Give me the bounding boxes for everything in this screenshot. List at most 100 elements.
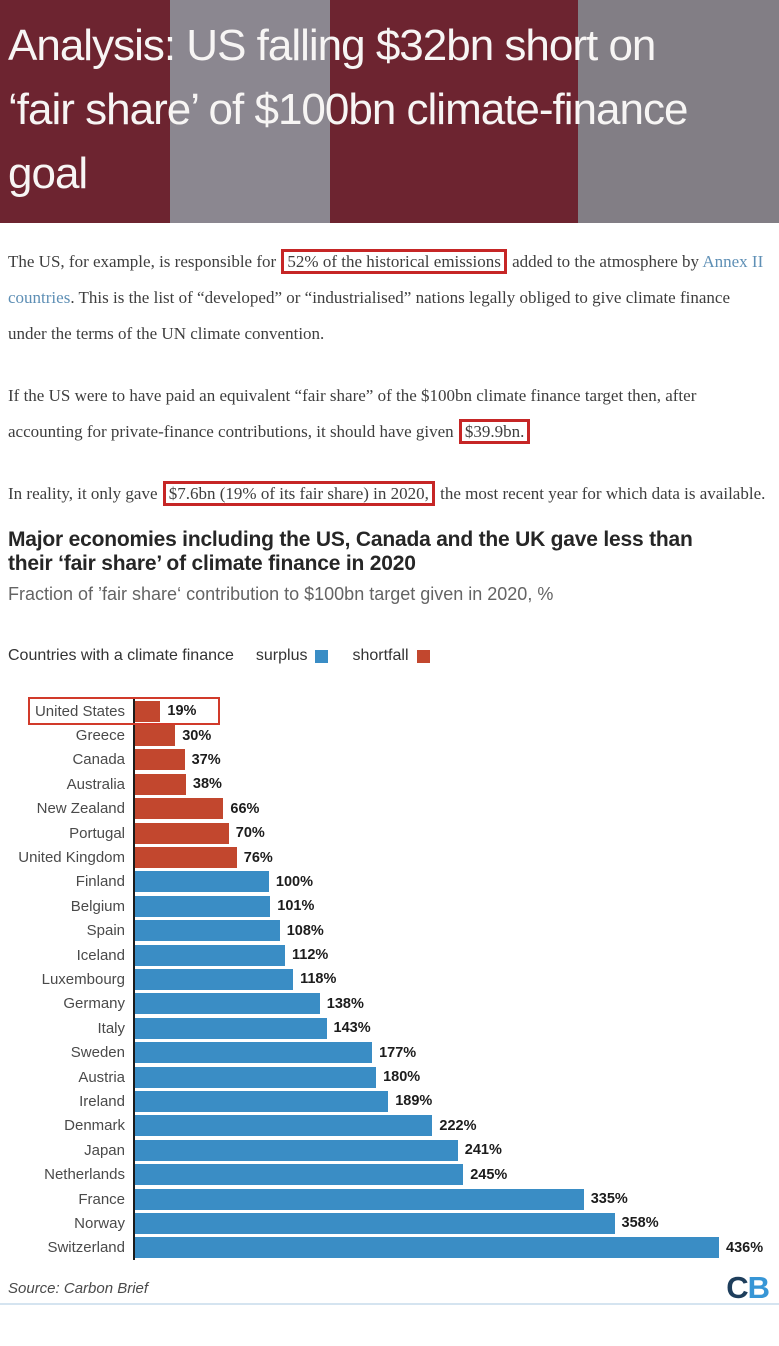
chart-row: Germany 138% [8, 992, 771, 1016]
chart-row: United States 19% [8, 697, 771, 725]
bar-surplus [135, 871, 269, 893]
bar-surplus [135, 1139, 458, 1161]
bar-value: 118% [300, 971, 337, 988]
carbon-brief-logo: CB [726, 1272, 771, 1303]
bar-surplus [135, 1042, 373, 1064]
annotation-box-emissions: 52% of the historical emissions [281, 249, 507, 274]
bar-label: Iceland [76, 946, 125, 964]
bar-value: 108% [286, 922, 324, 939]
annotation-box-39bn: $39.9bn. [458, 419, 531, 444]
bar-value: 335% [590, 1191, 628, 1207]
bar-value: 38% [192, 776, 222, 793]
chart-rows: United States 19% Greece 30% Canada 37% Austra… [8, 697, 771, 1260]
logo-letter-c: C [726, 1269, 748, 1305]
chart-row: Greece 30% [8, 723, 771, 747]
bar-surplus [135, 1017, 327, 1039]
chart-row: Canada 37% [8, 748, 771, 772]
bar-label: Germany [63, 995, 125, 1013]
bar-shortfall [135, 725, 176, 747]
bar-label: France [78, 1190, 125, 1208]
bar-value: 76% [243, 849, 273, 866]
bar-value: 245% [470, 1166, 508, 1183]
bar-value: 222% [439, 1117, 477, 1134]
bar-shortfall [135, 749, 185, 771]
bar-surplus [135, 1164, 464, 1186]
article-page: Analysis: US falling $32bn short on ‘fair… [0, 0, 779, 1305]
bar-value: 101% [277, 898, 315, 915]
logo-letter-b: B [747, 1269, 770, 1305]
chart-row: Luxembourg 118% [8, 967, 771, 991]
bar-shortfall [135, 847, 237, 869]
article-header: Analysis: US falling $32bn short on ‘fair… [0, 0, 779, 223]
legend-surplus-label: surplus [255, 647, 308, 664]
bar-surplus [135, 1066, 377, 1088]
legend-surplus: surplus [256, 647, 329, 665]
chart-row: Switzerland 436% [8, 1236, 771, 1260]
bar-label: Sweden [70, 1044, 125, 1062]
chart-row: Australia 38% [8, 772, 771, 796]
bar-value: 70% [235, 825, 265, 842]
bar-label: Belgium [70, 897, 125, 915]
bar-value: 180% [383, 1069, 421, 1086]
chart-legend: Countries with a climate finance surplus… [8, 647, 771, 665]
chart-row: Belgium 101% [8, 894, 771, 918]
paragraph-text: In reality, it only gave [8, 484, 162, 503]
bar-value: 66% [230, 800, 260, 817]
climate-finance-chart: Major economies including the US, Canada… [0, 512, 779, 1260]
bar-shortfall [135, 773, 186, 795]
annex-ii-link[interactable]: Annex II countries [8, 252, 764, 307]
bar-label: Japan [84, 1141, 125, 1159]
bar-label: United States [34, 702, 125, 720]
chart-row: Denmark 222% [8, 1114, 771, 1138]
chart-footer: Source: Carbon Brief CB [0, 1272, 779, 1303]
annotation-box-76bn: $7.6bn (19% of its fair share) in 2020, [162, 481, 435, 506]
bar-shortfall [135, 798, 224, 820]
chart-row: Italy 143% [8, 1016, 771, 1040]
chart-title: Major economies including the US, Canada… [8, 528, 693, 575]
article-paragraph-1: The US, for example, is responsible for … [8, 244, 771, 352]
bar-label: New Zealand [36, 800, 125, 818]
bar-surplus [135, 1115, 433, 1137]
legend-shortfall-swatch [416, 649, 430, 663]
bar-shortfall [135, 822, 229, 844]
bar-surplus [135, 1188, 584, 1210]
paragraph-text: . This is the list of “developed” or “in… [8, 288, 730, 343]
bar-surplus [135, 1237, 719, 1259]
chart-row: Ireland 189% [8, 1089, 771, 1113]
article-paragraph-3: In reality, it only gave $7.6bn (19% of … [8, 476, 771, 512]
chart-subtitle: Fraction of ’fair share‘ contribution to… [8, 584, 554, 604]
bar-value: 19% [167, 703, 197, 720]
chart-row: Japan 241% [8, 1138, 771, 1162]
bar-value: 30% [182, 727, 212, 744]
paragraph-text: added to the atmosphere by [507, 252, 703, 271]
bar-label: Switzerland [47, 1239, 125, 1257]
article-paragraph-2: If the US were to have paid an equivalen… [8, 378, 771, 450]
bar-label: Netherlands [44, 1166, 125, 1184]
paragraph-text: The US, for example, is responsible for [8, 252, 281, 271]
bar-surplus [135, 944, 285, 966]
bar-value: 143% [333, 1020, 371, 1037]
chart-row: Norway 358% [8, 1211, 771, 1235]
chart-row: Spain 108% [8, 919, 771, 943]
bar-value: 177% [379, 1044, 417, 1061]
bar-label: Spain [86, 922, 125, 940]
chart-row: Netherlands 245% [8, 1162, 771, 1186]
legend-surplus-swatch [315, 649, 329, 663]
bar-label: Norway [74, 1214, 125, 1232]
chart-row: Sweden 177% [8, 1040, 771, 1064]
chart-row: United Kingdom 76% [8, 845, 771, 869]
chart-row: France 335% [8, 1187, 771, 1211]
bar-value: 112% [292, 947, 329, 964]
bar-label: Australia [66, 775, 125, 793]
bar-label: Greece [75, 727, 125, 745]
bar-surplus [135, 895, 271, 917]
bar-value: 241% [464, 1142, 502, 1159]
chart-axis-line [133, 699, 135, 1260]
bar-value: 436% [726, 1239, 764, 1256]
chart-row: New Zealand 66% [8, 797, 771, 821]
paragraph-text: If the US were to have paid an equivalen… [8, 386, 697, 441]
bar-label: United Kingdom [18, 849, 125, 867]
bar-label: Luxembourg [41, 970, 125, 988]
bar-value: 100% [275, 873, 313, 890]
bar-value: 37% [191, 751, 221, 768]
